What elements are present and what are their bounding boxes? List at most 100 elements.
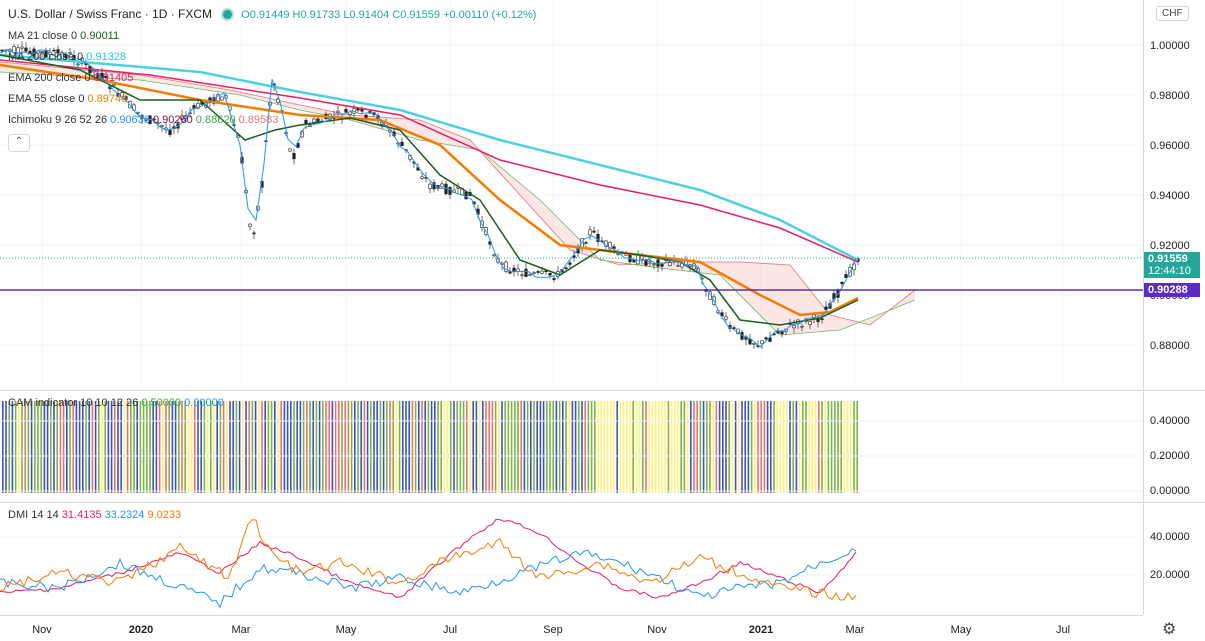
- cam-indicator-pane[interactable]: CAM indicator 10 10 12 26 0.50000 0.0000…: [0, 391, 1143, 502]
- indicator-ichimoku[interactable]: Ichimoku 9 26 52 26 0.90636 0.90260 0.88…: [8, 110, 536, 131]
- ema200-line: [0, 59, 859, 263]
- cam-bar: [744, 401, 746, 493]
- cam-axis-label: 0.00000: [1150, 485, 1190, 497]
- cam-bar: [574, 401, 577, 493]
- candle-body: [820, 318, 824, 321]
- candle-body: [248, 223, 252, 227]
- collapse-legend-button[interactable]: ⌃: [8, 134, 30, 152]
- candle-body: [652, 263, 656, 266]
- cam-bar: [696, 401, 698, 493]
- symbol-title[interactable]: U.S. Dollar / Swiss Franc · 1D · FXCM: [8, 7, 213, 21]
- cam-bar: [760, 401, 762, 493]
- cam-bar: [123, 401, 126, 493]
- cam-bar: [590, 401, 593, 493]
- cam-bar: [34, 401, 36, 493]
- cam-price-axis[interactable]: 0.40000 0.20000 0.00000: [1144, 391, 1205, 502]
- cam-bar: [821, 401, 823, 493]
- dmi-indicator-canvas[interactable]: [0, 503, 1143, 615]
- cam-bar: [763, 401, 766, 493]
- cam-legend[interactable]: CAM indicator 10 10 12 26 0.50000 0.0000…: [8, 397, 224, 409]
- cam-bar: [126, 401, 129, 493]
- cam-bar: [520, 401, 522, 493]
- gear-icon[interactable]: ⚙: [1162, 621, 1177, 638]
- price-chart-canvas[interactable]: [0, 0, 1143, 390]
- ichimoku-cloud: [0, 62, 915, 335]
- cam-bar: [11, 401, 14, 493]
- indicator-label: EMA 55 close 0: [8, 93, 85, 105]
- cam-bar: [110, 401, 113, 493]
- dmi-price-axis[interactable]: 40.0000 20.0000: [1144, 503, 1205, 615]
- candle-body: [584, 242, 588, 244]
- candle-body: [196, 102, 200, 109]
- time-axis[interactable]: Nov 2020 Mar May Jul Sep Nov 2021 Mar Ma…: [0, 615, 1143, 641]
- indicator-ema200[interactable]: EMA 200 close 0 0.91405: [8, 68, 536, 89]
- currency-badge[interactable]: CHF: [1156, 6, 1189, 21]
- cam-bar: [818, 401, 820, 493]
- cam-bar: [299, 401, 302, 493]
- candle-body: [152, 118, 156, 121]
- dmi-legend[interactable]: DMI 14 14 31.4135 33.2324 9.0233: [8, 509, 181, 521]
- cam-bar: [302, 401, 305, 493]
- cam-bar: [165, 401, 167, 493]
- dmi-plus-line: [0, 518, 857, 599]
- candle-body: [608, 242, 612, 250]
- cam-bar: [312, 401, 314, 493]
- price-chart-pane[interactable]: U.S. Dollar / Swiss Franc · 1D · FXCM O0…: [0, 0, 1143, 390]
- cam-bar: [325, 401, 327, 493]
- cam-bar: [149, 401, 151, 493]
- cam-bar: [437, 401, 439, 493]
- pane-separator[interactable]: [0, 390, 1205, 391]
- cam-bar: [158, 401, 161, 493]
- cam-bar: [370, 401, 372, 493]
- cam-bar: [670, 401, 673, 493]
- cam-bar: [770, 401, 772, 493]
- cam-axis-label: 0.40000: [1150, 415, 1190, 427]
- cam-bar: [206, 401, 209, 493]
- candle-body: [748, 338, 752, 345]
- cam-bar: [421, 401, 423, 493]
- candle-body: [540, 270, 544, 274]
- cam-bar: [802, 401, 804, 493]
- cam-indicator-canvas[interactable]: [0, 391, 1143, 502]
- cam-bar: [267, 401, 270, 493]
- candle-body: [428, 183, 432, 189]
- cam-bar: [834, 401, 836, 493]
- dmi-indicator-pane[interactable]: DMI 14 14 31.4135 33.2324 9.0233: [0, 503, 1143, 615]
- price-axis-label: 0.96000: [1150, 140, 1190, 152]
- cam-bar: [56, 401, 58, 493]
- indicator-ma21[interactable]: MA 21 close 0 0.90011: [8, 26, 536, 47]
- cam-bar: [853, 401, 855, 493]
- cam-bar: [709, 401, 711, 493]
- cam-bar: [549, 401, 551, 493]
- cam-bar: [66, 401, 68, 493]
- indicator-ema55[interactable]: EMA 55 close 0 0.89746: [8, 89, 536, 110]
- time-axis-label: May: [950, 624, 972, 636]
- cam-bar: [850, 401, 852, 493]
- candle-body: [776, 330, 780, 334]
- pane-separator[interactable]: [0, 502, 1205, 503]
- price-axis-label: 0.98000: [1150, 90, 1190, 102]
- cam-bar: [414, 401, 417, 493]
- cam-bar: [30, 401, 33, 493]
- cam-bar: [373, 401, 375, 493]
- current-price: 0.91559: [1148, 253, 1188, 265]
- cam-bar: [232, 401, 234, 493]
- candle-body: [732, 327, 736, 329]
- cam-bar: [155, 401, 158, 493]
- indicator-ma200[interactable]: MA 200 close 0 0.91328: [8, 47, 536, 68]
- cam-bar: [328, 401, 330, 493]
- ichimoku-span-b: [0, 71, 916, 336]
- cam-bar: [734, 401, 737, 493]
- cam-bar: [645, 401, 647, 493]
- bar-countdown: 12:44:10: [1148, 265, 1191, 277]
- cam-bar: [808, 401, 810, 493]
- candle-body: [160, 124, 164, 127]
- candle-body: [548, 272, 552, 276]
- main-price-axis[interactable]: 1.00000 0.98000 0.96000 0.94000 0.92000 …: [1144, 0, 1205, 390]
- cam-bar: [648, 401, 650, 493]
- cam-bar: [510, 401, 513, 493]
- candle-body: [492, 254, 496, 257]
- symbol-header: U.S. Dollar / Swiss Franc · 1D · FXCM O0…: [8, 4, 536, 26]
- candle-body: [448, 187, 452, 195]
- cam-bar: [190, 401, 193, 493]
